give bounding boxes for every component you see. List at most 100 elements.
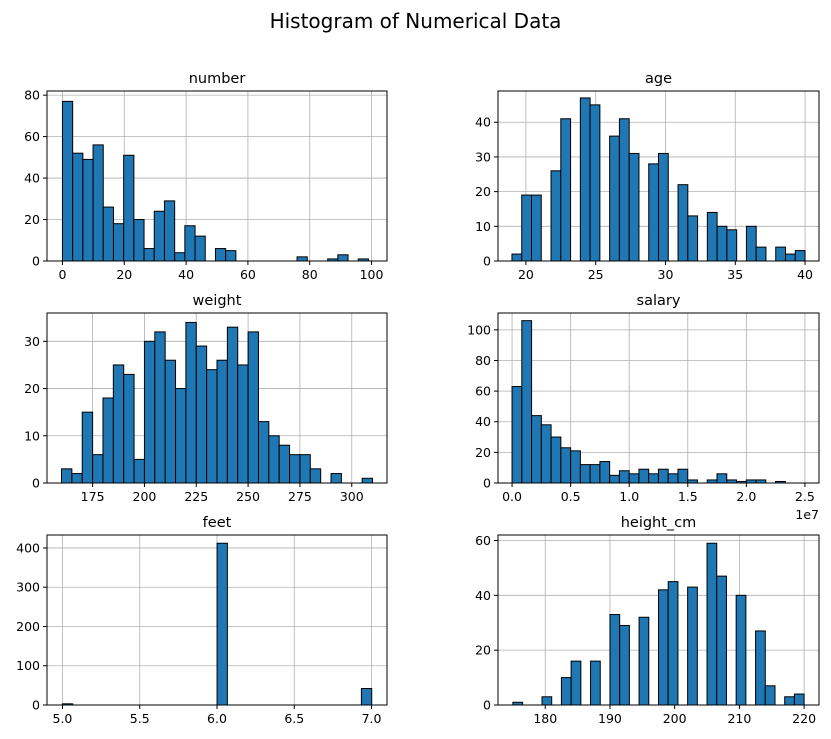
x-tick-label: 25: [588, 267, 604, 282]
histogram-bar: [755, 630, 766, 706]
histogram-bar: [716, 473, 728, 484]
subplot-age: 20 25 30 35 40 0 10 20 30 40 age: [475, 71, 820, 282]
subplot-title: weight: [193, 293, 242, 309]
y-tick-label: 40: [475, 115, 491, 130]
axis-offset-label: 1e7: [795, 507, 819, 522]
histogram-bar: [618, 118, 630, 262]
y-tick-label: 60: [475, 533, 491, 548]
histogram-bar: [619, 624, 630, 706]
x-tick-label: 0.5: [561, 489, 581, 504]
x-tick-label: 190: [598, 711, 622, 726]
x-tick-label: 0: [58, 267, 66, 282]
histogram-bar: [599, 461, 611, 484]
subplot-title: height_cm: [621, 515, 697, 531]
histogram-bar: [214, 248, 227, 262]
x-tick-label: 40: [797, 267, 813, 282]
y-tick-label: 20: [475, 643, 491, 658]
y-tick-label: 0: [32, 254, 40, 269]
subplot-height_cm: 180 190 200 210 220 0 20 40 60 height_cm: [475, 515, 820, 726]
x-tick-label: 0.0: [502, 489, 522, 504]
axes-frame: [46, 90, 388, 262]
y-tick-label: 20: [24, 381, 40, 396]
histogram-bar: [511, 253, 523, 262]
histogram-bar: [309, 468, 322, 484]
histogram-bar: [570, 660, 582, 706]
histogram-bar: [628, 152, 640, 262]
x-tick-label: 6.0: [207, 711, 227, 726]
histogram-bar: [687, 586, 698, 706]
x-tick-label: 2.5: [795, 489, 815, 504]
x-tick-label: 250: [236, 489, 260, 504]
histogram-bar: [658, 152, 669, 262]
y-tick-label: 60: [475, 384, 491, 399]
histogram-bar: [61, 100, 74, 262]
histogram-bar: [133, 458, 145, 484]
histogram-bar: [133, 219, 145, 262]
histogram-bar: [194, 235, 206, 262]
histogram-bar: [185, 321, 197, 484]
histogram-bar: [638, 616, 650, 706]
subplot-feet: 5.0 5.5 6.0 6.5 7.0 0 100 200 300 400 feet: [16, 515, 388, 726]
histogram-bar: [609, 135, 620, 262]
subplot-title: feet: [203, 515, 232, 531]
histogram-bar: [153, 210, 165, 262]
x-tick-label: 275: [288, 489, 312, 504]
histogram-bar: [687, 215, 699, 262]
histogram-bar: [184, 225, 196, 262]
histogram-bar: [511, 386, 523, 484]
y-tick-label: 100: [16, 658, 40, 673]
y-tick-label: 20: [24, 212, 40, 227]
y-tick-label: 10: [24, 428, 40, 443]
y-tick-label: 10: [475, 219, 491, 234]
x-tick-label: 5.0: [53, 711, 73, 726]
histogram-bar: [164, 359, 177, 484]
histogram-bar: [530, 194, 542, 262]
x-tick-label: 30: [658, 267, 674, 282]
y-tick-label: 30: [24, 334, 40, 349]
x-tick-label: 7.0: [362, 711, 382, 726]
figure-title: Histogram of Numerical Data: [270, 9, 562, 33]
histogram-bar: [174, 252, 186, 262]
x-tick-label: 220: [792, 711, 816, 726]
axes-frame: [497, 312, 820, 484]
y-tick-label: 100: [467, 322, 491, 337]
histogram-bar: [579, 464, 591, 484]
subplot-number: 0 20 40 60 80 100 0 20 40 60 80 number: [24, 71, 388, 282]
histogram-bar: [560, 118, 572, 262]
histogram-bar: [216, 359, 228, 484]
histogram-bar: [112, 223, 125, 262]
x-tick-label: 60: [240, 267, 256, 282]
histogram-bar: [237, 364, 249, 484]
histogram-bar: [775, 246, 787, 262]
y-tick-label: 0: [483, 698, 491, 713]
histogram-bar: [143, 340, 156, 484]
y-tick-label: 0: [483, 476, 491, 491]
histogram-bar: [337, 254, 349, 262]
histogram-bar: [531, 415, 542, 484]
histogram-bar: [560, 447, 572, 484]
x-tick-label: 20: [116, 267, 132, 282]
histogram-bar: [550, 170, 562, 262]
histogram-bar: [716, 575, 727, 706]
histogram-bar: [92, 454, 104, 484]
x-tick-label: 2.0: [736, 489, 756, 504]
histogram-bar: [257, 421, 270, 484]
x-tick-label: 225: [184, 489, 208, 504]
histogram-bar: [677, 468, 689, 484]
histogram-bar: [81, 411, 94, 484]
x-tick-label: 40: [178, 267, 194, 282]
histogram-bar: [175, 388, 187, 484]
histogram-bar: [268, 435, 280, 484]
x-tick-label: 80: [302, 267, 318, 282]
histogram-bar: [61, 468, 73, 484]
y-tick-label: 40: [475, 588, 491, 603]
histogram-bar: [706, 542, 718, 706]
histogram-bar: [726, 229, 738, 262]
histogram-bar: [784, 696, 795, 706]
histogram-bar: [216, 542, 228, 706]
subplot-title: age: [645, 71, 672, 87]
histogram-bar: [560, 677, 572, 706]
histogram-bar: [793, 693, 805, 706]
y-tick-label: 0: [32, 698, 40, 713]
